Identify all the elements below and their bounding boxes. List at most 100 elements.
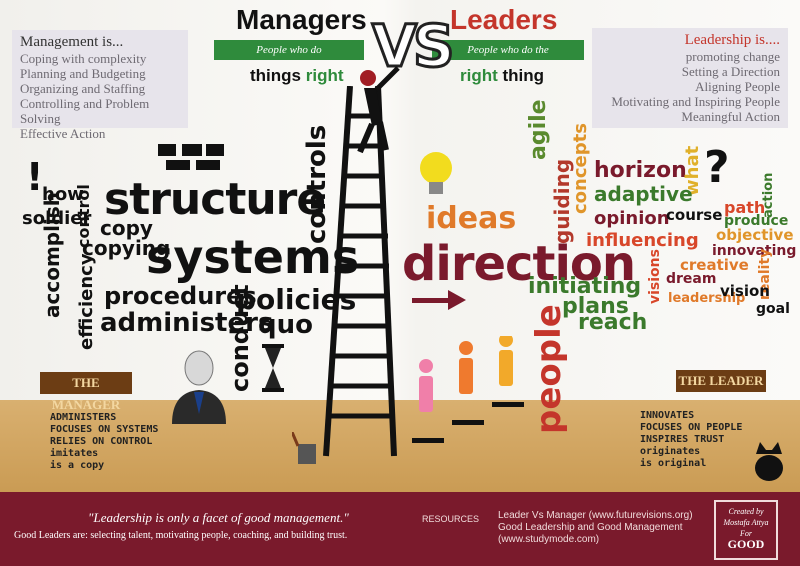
managers-ribbon: People who do bbox=[214, 40, 364, 60]
leader-sign: THE LEADER bbox=[676, 370, 766, 392]
word-systems: systems bbox=[146, 230, 360, 284]
word-creative: creative bbox=[680, 256, 749, 274]
manager-trait: RELIES ON CONTROL bbox=[50, 436, 153, 447]
leadership-item: Motivating and Inspiring People bbox=[611, 94, 780, 109]
leader-trait: is original bbox=[640, 458, 707, 469]
lightbulb-icon bbox=[420, 152, 452, 194]
word-how: how bbox=[42, 184, 84, 205]
word-copy: copy bbox=[100, 216, 153, 240]
leader-trait: INNOVATES bbox=[640, 410, 695, 421]
leaders-ribbon: People who do the bbox=[432, 40, 584, 60]
management-item: Controlling and Problem Solving bbox=[20, 96, 150, 126]
word-leadership: leadership bbox=[668, 291, 746, 306]
leadership-item: Aligning People bbox=[695, 79, 780, 94]
word-innovating: innovating bbox=[712, 243, 797, 259]
word-action: action bbox=[761, 172, 776, 218]
leaders-title: Leaders bbox=[450, 4, 558, 35]
word-concepts: concepts bbox=[570, 123, 591, 214]
word-quo: quo bbox=[258, 310, 313, 340]
ground-band bbox=[0, 400, 800, 498]
resource-link[interactable]: (www.studymode.com) bbox=[498, 534, 600, 545]
manager-avatar-icon bbox=[172, 350, 226, 424]
manager-trait: ADMINISTERS bbox=[50, 412, 117, 423]
vs-text: VS bbox=[371, 11, 457, 82]
word-agile: agile bbox=[526, 99, 551, 160]
leader-traits: INNOVATES FOCUSES ON PEOPLE INSPIRES TRU… bbox=[640, 410, 742, 470]
manager-trait: is a copy bbox=[50, 460, 105, 471]
badge-line: Mostafa Attya bbox=[723, 518, 769, 527]
badge-line: Created by bbox=[728, 507, 764, 516]
badge-line: For bbox=[740, 529, 752, 538]
word-procedures: procedures bbox=[104, 282, 257, 310]
word-path: path bbox=[724, 198, 766, 217]
resource-link[interactable]: Good Leadership and Good Management bbox=[498, 522, 683, 533]
word-guiding: guiding bbox=[550, 158, 574, 244]
management-item: Planning and Budgeting bbox=[20, 66, 146, 81]
paint-bucket-icon bbox=[292, 432, 316, 464]
word-people: people bbox=[529, 304, 569, 434]
footer-quote: "Leadership is only a facet of good mana… bbox=[88, 510, 349, 525]
manager-sign: THE MANAGER bbox=[40, 372, 132, 412]
resources-label: RESOURCES bbox=[422, 514, 480, 524]
footer-band: "Leadership is only a facet of good mana… bbox=[0, 492, 800, 566]
bricks-icon bbox=[158, 144, 224, 170]
management-heading: Management is... bbox=[20, 34, 124, 50]
manager-trait: imitates bbox=[50, 448, 99, 459]
word-direction: direction bbox=[402, 236, 636, 292]
word-adaptive: adaptive bbox=[594, 182, 693, 206]
footer-good-leaders: Good Leaders are: selecting talent, moti… bbox=[14, 530, 348, 541]
word-visions: visions bbox=[647, 249, 663, 304]
climbing-person-icon bbox=[357, 66, 400, 154]
leadership-item: promoting change bbox=[685, 49, 780, 64]
hourglass-icon bbox=[262, 344, 284, 392]
word-produce: produce bbox=[724, 213, 789, 229]
word-accomplish: accomplish bbox=[40, 192, 64, 318]
management-item: Coping with complexity bbox=[20, 51, 147, 66]
management-box: Management is... Coping with complexity … bbox=[12, 30, 188, 141]
cat-icon bbox=[755, 442, 783, 481]
managers-tagline: things right bbox=[250, 66, 344, 86]
word-exclaim: ! bbox=[26, 155, 44, 199]
management-item: Organizing and Staffing bbox=[20, 81, 146, 96]
creator-badge: Created by Mostafa Attya For GOOD bbox=[714, 500, 778, 560]
word-structure: structure bbox=[104, 174, 326, 225]
word-objective: objective bbox=[716, 226, 794, 244]
word-initiating: initiating bbox=[528, 274, 642, 299]
word-dream: dream bbox=[666, 271, 717, 287]
leadership-item: Meaningful Action bbox=[681, 109, 780, 124]
resource-link[interactable]: Leader Vs Manager (www.futurevisions.org… bbox=[498, 510, 693, 521]
manager-traits: ADMINISTERS FOCUSES ON SYSTEMS RELIES ON… bbox=[50, 412, 158, 472]
word-opinion: opinion bbox=[594, 208, 670, 229]
word-soldier: soldier bbox=[22, 208, 92, 229]
word-goal: goal bbox=[756, 301, 790, 317]
leadership-item: Setting a Direction bbox=[681, 64, 780, 79]
word-question: ? bbox=[704, 142, 730, 193]
managers-title: Managers bbox=[236, 4, 367, 35]
leadership-heading: Leadership is.... bbox=[684, 32, 780, 48]
word-vision: vision bbox=[720, 282, 770, 300]
tag-things: things bbox=[250, 66, 301, 85]
word-administers: administers bbox=[100, 308, 274, 338]
word-copying: copying bbox=[82, 236, 171, 260]
tag-thing: thing bbox=[502, 66, 545, 85]
word-influencing: influencing bbox=[586, 230, 699, 251]
word-ideas: ideas bbox=[426, 201, 517, 236]
leader-trait: originates bbox=[640, 446, 701, 457]
leader-trait: INSPIRES TRUST bbox=[640, 434, 725, 445]
badge-line: GOOD bbox=[727, 537, 765, 551]
tag-right: right bbox=[305, 66, 344, 85]
leader-trait: FOCUSES ON PEOPLE bbox=[640, 422, 743, 433]
word-horizon: horizon bbox=[594, 158, 687, 183]
manager-trait: FOCUSES ON SYSTEMS bbox=[50, 424, 159, 435]
people-stairs-icon bbox=[412, 336, 524, 443]
word-efficiency: efficiency bbox=[76, 253, 97, 350]
word-plans: plans bbox=[562, 294, 629, 319]
tag-right-2: right bbox=[460, 66, 498, 85]
management-item: Effective Action bbox=[20, 126, 106, 141]
word-reach: reach bbox=[578, 310, 648, 335]
leadership-box: Leadership is.... promoting change Setti… bbox=[592, 28, 788, 128]
leaders-tagline: right thing bbox=[460, 66, 544, 86]
arrow-icon bbox=[412, 290, 466, 310]
word-course: course bbox=[666, 206, 723, 224]
